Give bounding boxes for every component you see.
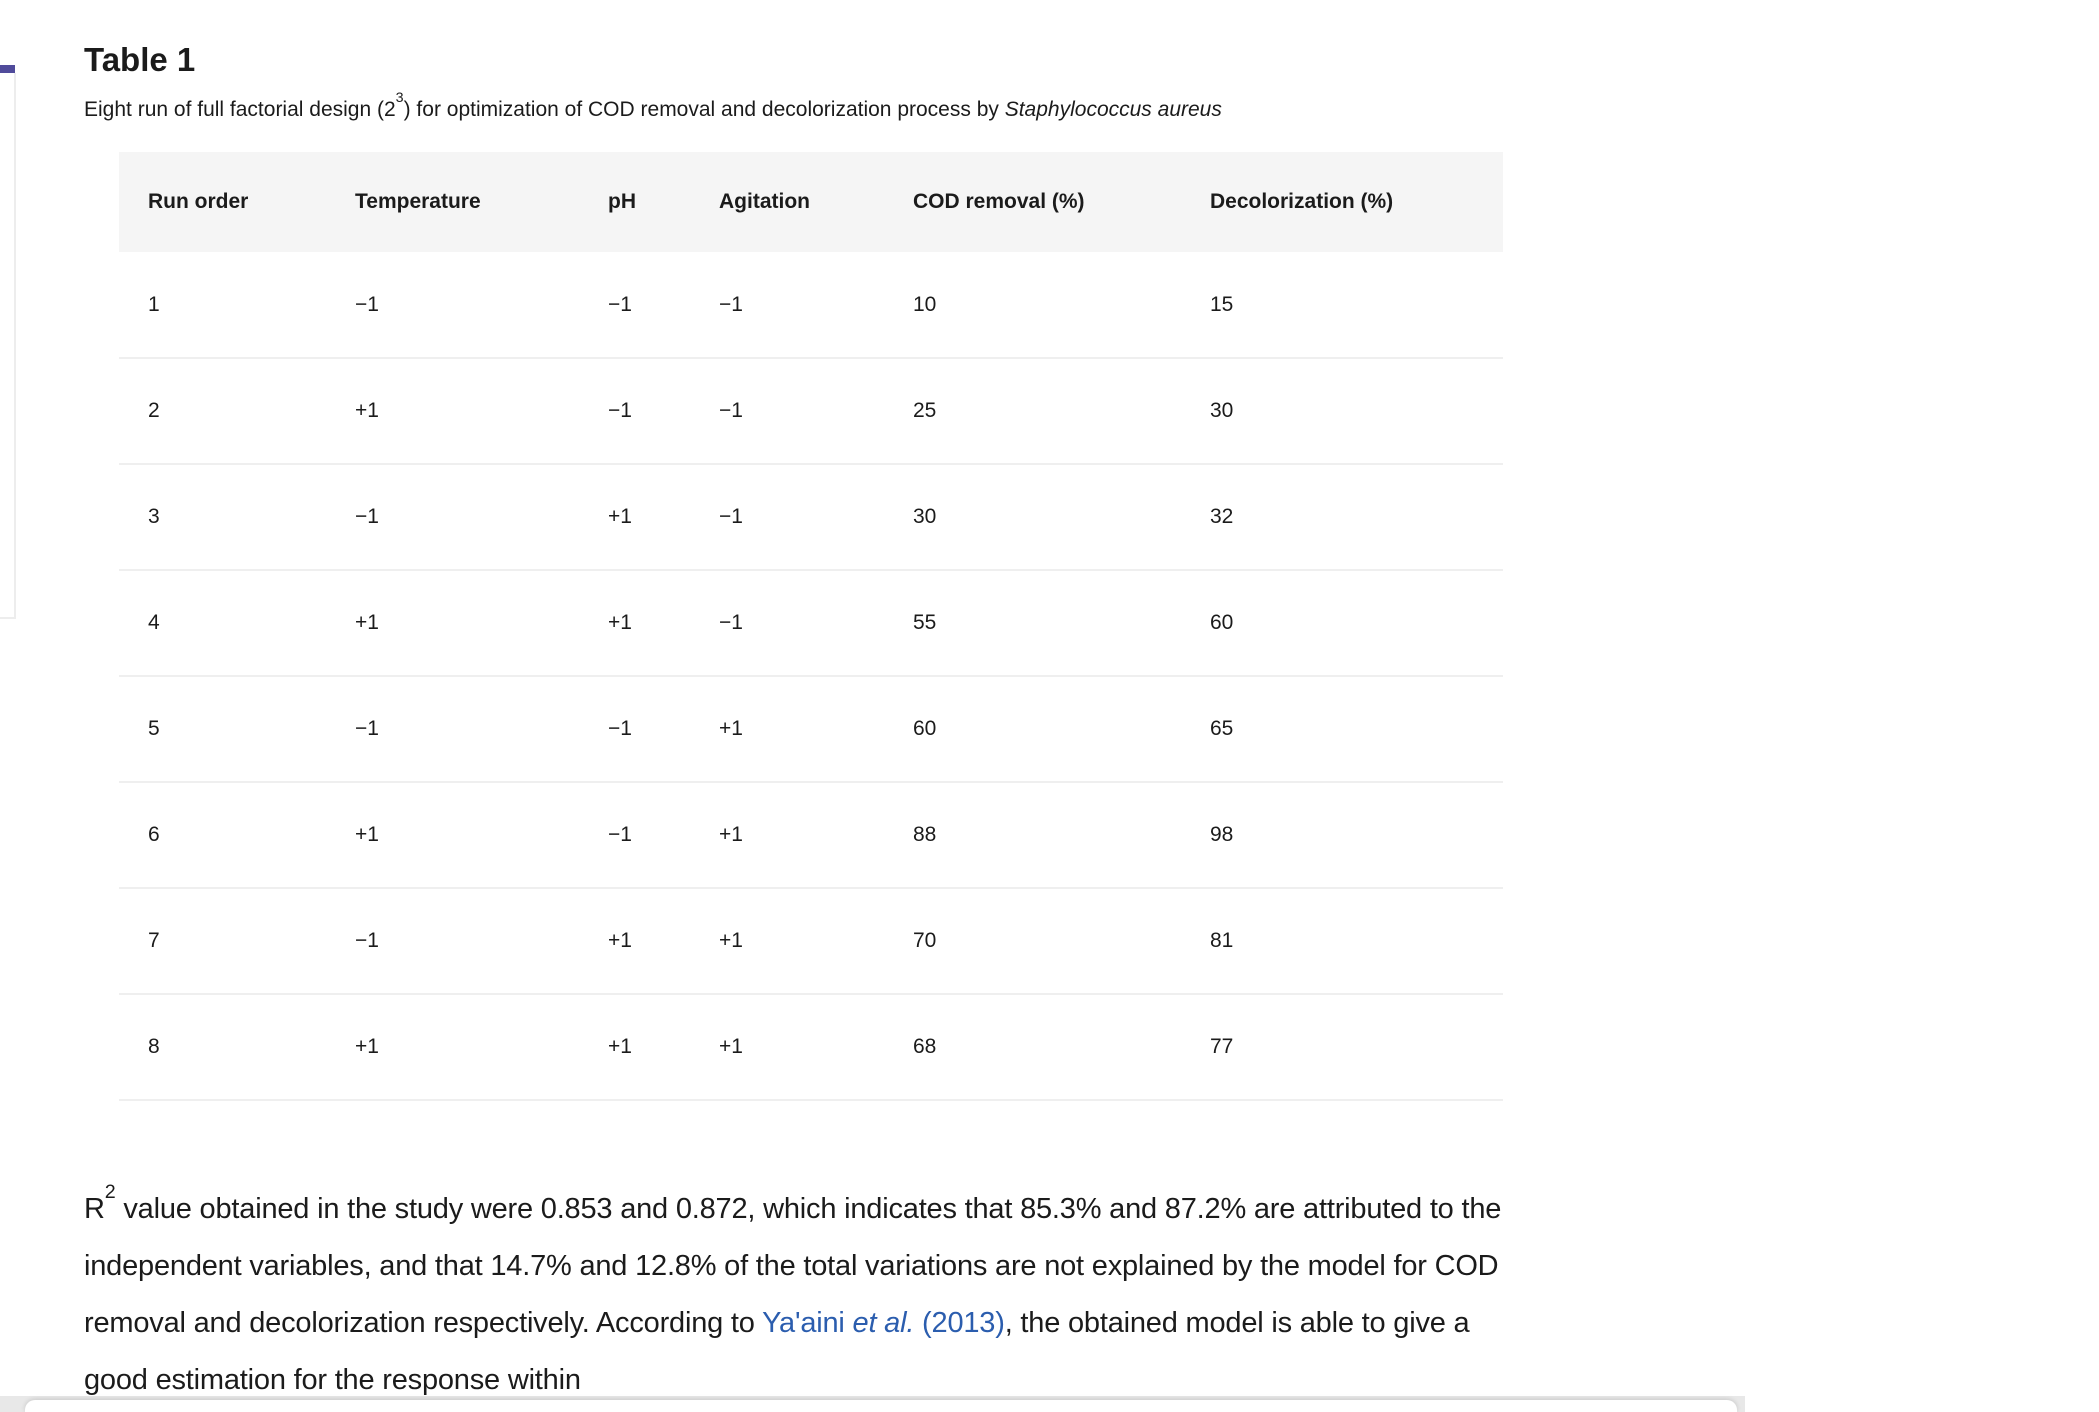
table-cell: 25: [884, 358, 1181, 465]
table-row: 1 −1 −1 −1 10 15: [119, 252, 1503, 359]
table-row: 5 −1 −1 +1 60 65: [119, 676, 1503, 783]
table-cell: 55: [884, 570, 1181, 677]
table-cell: 68: [884, 994, 1181, 1101]
column-header: pH: [608, 190, 636, 213]
table-title: Table 1: [84, 41, 196, 78]
paragraph-text-before-link: value obtained in the study were 0.853 a…: [84, 1193, 1502, 1339]
table-cell: 2: [119, 358, 326, 465]
paragraph-text-after-link: , the obtained model is able to give a g…: [84, 1307, 1470, 1396]
table-cell: −1: [690, 464, 884, 571]
table-caption: Eight run of full factorial design (23) …: [84, 90, 1524, 124]
table-row: 6 +1 −1 +1 88 98: [119, 782, 1503, 889]
table-row: 3 −1 +1 −1 30 32: [119, 464, 1503, 571]
table-cell: +1: [326, 782, 579, 889]
table-cell: 10: [884, 252, 1181, 359]
citation-link-yaaini-2013[interactable]: Ya'aini et al. (2013): [762, 1307, 1005, 1339]
table-cell: −1: [690, 358, 884, 465]
column-header: Run order: [148, 190, 249, 213]
caption-superscript: 3: [395, 89, 404, 106]
table-cell: +1: [690, 782, 884, 889]
table-row: 8 +1 +1 +1 68 77: [119, 994, 1503, 1101]
table-cell: −1: [579, 676, 690, 783]
table-cell: 6: [119, 782, 326, 889]
table-cell: +1: [579, 888, 690, 995]
table-cell: +1: [690, 994, 884, 1101]
table-cell: +1: [690, 888, 884, 995]
table-cell: 8: [119, 994, 326, 1101]
left-panel-border: [0, 73, 16, 619]
table-body: 1 −1 −1 −1 10 15 2 +1 −1 −1 25 30 3 −1 +1 −1 30 32 4 +1 +1 −1…: [119, 252, 1503, 1101]
table-cell: 4: [119, 570, 326, 677]
table-cell: +1: [326, 358, 579, 465]
caption-text-pre: Eight run of full factorial design (2: [84, 98, 396, 121]
table-cell: −1: [326, 464, 579, 571]
column-header: Decolorization (%): [1210, 190, 1394, 213]
table-cell: 3: [119, 464, 326, 571]
table-cell: −1: [690, 252, 884, 359]
column-header: Temperature: [355, 190, 481, 213]
table-cell: −1: [326, 888, 579, 995]
table-row: 2 +1 −1 −1 25 30: [119, 358, 1503, 465]
table-cell: +1: [579, 994, 690, 1101]
table-cell: 60: [884, 676, 1181, 783]
body-paragraph: R2 value obtained in the study were 0.85…: [84, 1181, 1524, 1409]
table-cell: +1: [326, 570, 579, 677]
r-squared-superscript: 2: [104, 1181, 116, 1204]
table-cell: −1: [326, 676, 579, 783]
table-cell: +1: [326, 994, 579, 1101]
table-row: 7 −1 +1 +1 70 81: [119, 888, 1503, 995]
table-cell: 60: [1181, 570, 1503, 677]
table-cell: 98: [1181, 782, 1503, 889]
table-cell: 15: [1181, 252, 1503, 359]
table-row: 4 +1 +1 −1 55 60: [119, 570, 1503, 677]
factorial-design-table: Run order Temperature pH Agitation COD remov…: [119, 152, 1503, 1101]
table-head-row: Run order Temperature pH Agitation COD remov…: [119, 152, 1503, 252]
citation-year: (2013): [914, 1307, 1005, 1339]
table-cell: +1: [579, 570, 690, 677]
table-cell: 81: [1181, 888, 1503, 995]
species-name: Staphylococcus aureus: [1004, 98, 1222, 121]
table-cell: 1: [119, 252, 326, 359]
table-cell: +1: [690, 676, 884, 783]
column-header: COD removal (%): [913, 190, 1085, 213]
left-accent-dash: [0, 65, 15, 73]
table-cell: 88: [884, 782, 1181, 889]
table-cell: 5: [119, 676, 326, 783]
table-cell: 70: [884, 888, 1181, 995]
table-cell: 7: [119, 888, 326, 995]
table-cell: 32: [1181, 464, 1503, 571]
citation-etal: et al.: [852, 1307, 915, 1339]
citation-author: Ya'aini: [762, 1307, 853, 1339]
table-cell: −1: [579, 782, 690, 889]
bottom-banner: [25, 1400, 1737, 1412]
table-cell: +1: [579, 464, 690, 571]
table-cell: −1: [579, 252, 690, 359]
table-cell: −1: [690, 570, 884, 677]
table-cell: 77: [1181, 994, 1503, 1101]
caption-text-mid: ) for optimization of COD removal and de…: [403, 98, 1005, 121]
column-header: Agitation: [719, 190, 810, 213]
table-cell: −1: [579, 358, 690, 465]
table-cell: −1: [326, 252, 579, 359]
table-cell: 30: [884, 464, 1181, 571]
table-cell: 65: [1181, 676, 1503, 783]
table-cell: 30: [1181, 358, 1503, 465]
r-squared-label: R: [84, 1193, 105, 1225]
